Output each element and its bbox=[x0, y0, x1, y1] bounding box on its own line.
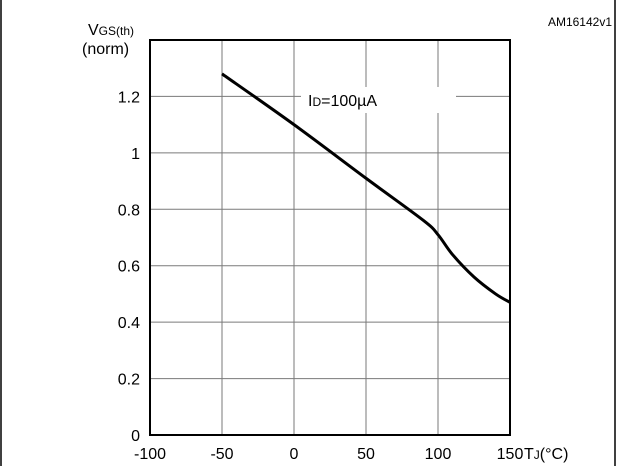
y-tick-label: 0 bbox=[131, 428, 140, 445]
annotation-sub: D bbox=[312, 95, 321, 109]
x-axis-label-sub: J bbox=[534, 448, 540, 462]
x-axis-label-unit: (°C) bbox=[540, 446, 569, 463]
y-tick-label: 0.2 bbox=[118, 372, 140, 389]
x-tick-label: 150 bbox=[497, 446, 524, 463]
x-axis-label-main: T bbox=[524, 446, 534, 463]
y-tick-label: 0.6 bbox=[118, 259, 140, 276]
x-tick-labels: -100 -50 0 50 100 150 bbox=[134, 446, 523, 463]
y-tick-label: 1 bbox=[131, 146, 140, 163]
x-tick-label: 50 bbox=[357, 446, 375, 463]
x-axis-label: TJ(°C) bbox=[524, 446, 568, 463]
x-tick-label: -100 bbox=[134, 446, 166, 463]
y-tick-label: 1.2 bbox=[118, 89, 140, 106]
y-tick-label: 0.4 bbox=[118, 315, 140, 332]
annotation-background bbox=[301, 87, 456, 113]
figure-id: AM16142v1 bbox=[548, 15, 612, 29]
series-line bbox=[221, 72, 511, 304]
y-axis-label: VGS(th) bbox=[88, 22, 134, 39]
y-axis-unit: (norm) bbox=[82, 41, 129, 58]
y-axis-label-main: V bbox=[88, 22, 99, 39]
annotation-value: =100µA bbox=[321, 93, 377, 110]
series-group bbox=[221, 72, 511, 304]
y-tick-labels: 0 0.2 0.4 0.6 0.8 1 1.2 bbox=[118, 89, 140, 445]
x-tick-label: 100 bbox=[425, 446, 452, 463]
y-axis-label-sub: GS(th) bbox=[99, 24, 134, 38]
x-tick-label: 0 bbox=[290, 446, 299, 463]
y-tick-label: 0.8 bbox=[118, 202, 140, 219]
plot-area bbox=[149, 39, 511, 436]
annotation-main: I bbox=[308, 93, 312, 110]
annotation-label: ID=100µA bbox=[308, 93, 377, 110]
plot-border bbox=[149, 39, 511, 436]
x-tick-label: -50 bbox=[210, 446, 233, 463]
